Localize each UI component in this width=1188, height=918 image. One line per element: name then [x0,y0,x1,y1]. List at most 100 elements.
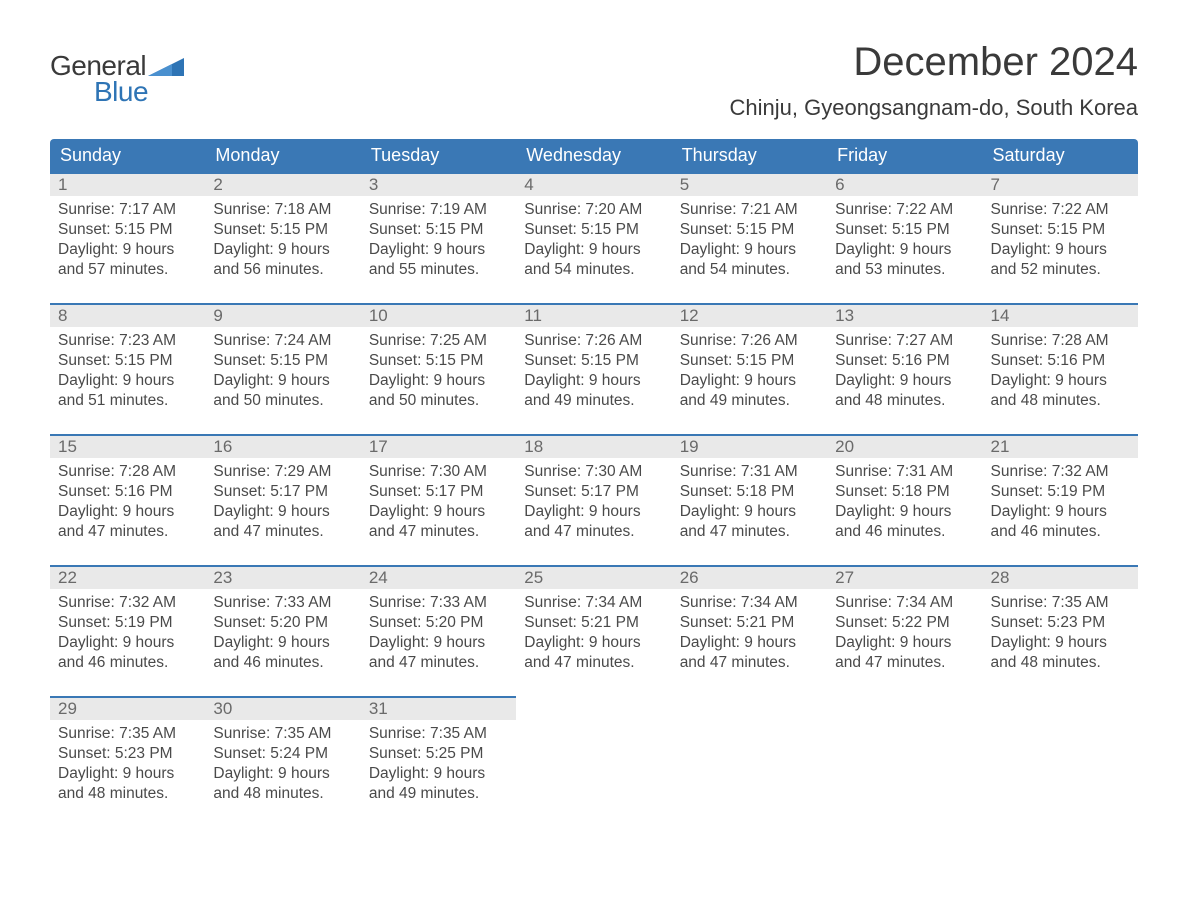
daylight-text-1: Daylight: 9 hours [680,633,819,653]
daylight-text-1: Daylight: 9 hours [58,502,197,522]
sunset-text: Sunset: 5:20 PM [213,613,352,633]
sunset-text: Sunset: 5:18 PM [680,482,819,502]
sunrise-text: Sunrise: 7:31 AM [680,462,819,482]
day-number: 14 [983,304,1138,327]
daylight-text-2: and 48 minutes. [835,391,974,411]
daylight-text-2: and 48 minutes. [991,653,1130,673]
day-cell: Sunrise: 7:28 AMSunset: 5:16 PMDaylight:… [983,327,1138,435]
daylight-text-1: Daylight: 9 hours [835,633,974,653]
daylight-text-1: Daylight: 9 hours [680,371,819,391]
day-number: 13 [827,304,982,327]
sunset-text: Sunset: 5:24 PM [213,744,352,764]
brand-logo: General Blue [50,50,184,108]
daylight-text-1: Daylight: 9 hours [369,633,508,653]
day-number-row: 15161718192021 [50,435,1138,458]
daylight-text-1: Daylight: 9 hours [680,240,819,260]
daylight-text-2: and 50 minutes. [213,391,352,411]
sunrise-text: Sunrise: 7:26 AM [680,331,819,351]
sunset-text: Sunset: 5:15 PM [680,220,819,240]
daylight-text-1: Daylight: 9 hours [835,502,974,522]
sunrise-text: Sunrise: 7:19 AM [369,200,508,220]
daylight-text-1: Daylight: 9 hours [524,502,663,522]
daylight-text-1: Daylight: 9 hours [58,371,197,391]
sunrise-text: Sunrise: 7:33 AM [213,593,352,613]
sunrise-text: Sunrise: 7:18 AM [213,200,352,220]
sunset-text: Sunset: 5:15 PM [369,220,508,240]
daylight-text-1: Daylight: 9 hours [835,240,974,260]
day-number: 16 [205,435,360,458]
sunset-text: Sunset: 5:15 PM [991,220,1130,240]
day-content-row: Sunrise: 7:23 AMSunset: 5:15 PMDaylight:… [50,327,1138,435]
day-cell: Sunrise: 7:20 AMSunset: 5:15 PMDaylight:… [516,196,671,304]
sunrise-text: Sunrise: 7:27 AM [835,331,974,351]
sunset-text: Sunset: 5:15 PM [524,351,663,371]
daylight-text-2: and 46 minutes. [213,653,352,673]
day-cell: Sunrise: 7:27 AMSunset: 5:16 PMDaylight:… [827,327,982,435]
day-header: Friday [827,139,982,173]
day-header: Wednesday [516,139,671,173]
daylight-text-2: and 47 minutes. [58,522,197,542]
sunrise-text: Sunrise: 7:34 AM [680,593,819,613]
daylight-text-2: and 56 minutes. [213,260,352,280]
day-number: 8 [50,304,205,327]
daylight-text-2: and 47 minutes. [524,653,663,673]
day-header: Tuesday [361,139,516,173]
sunrise-text: Sunrise: 7:24 AM [213,331,352,351]
daylight-text-2: and 46 minutes. [835,522,974,542]
empty-cell [827,697,982,720]
day-header-row: Sunday Monday Tuesday Wednesday Thursday… [50,139,1138,173]
daylight-text-1: Daylight: 9 hours [524,371,663,391]
sunrise-text: Sunrise: 7:22 AM [991,200,1130,220]
daylight-text-2: and 57 minutes. [58,260,197,280]
sunrise-text: Sunrise: 7:17 AM [58,200,197,220]
sunset-text: Sunset: 5:16 PM [991,351,1130,371]
sunset-text: Sunset: 5:23 PM [58,744,197,764]
daylight-text-1: Daylight: 9 hours [991,502,1130,522]
sunrise-text: Sunrise: 7:35 AM [58,724,197,744]
sunset-text: Sunset: 5:15 PM [213,351,352,371]
sunrise-text: Sunrise: 7:29 AM [213,462,352,482]
day-number: 15 [50,435,205,458]
daylight-text-2: and 48 minutes. [991,391,1130,411]
day-cell: Sunrise: 7:32 AMSunset: 5:19 PMDaylight:… [50,589,205,697]
day-number: 21 [983,435,1138,458]
sunrise-text: Sunrise: 7:31 AM [835,462,974,482]
day-header: Saturday [983,139,1138,173]
calendar-table: Sunday Monday Tuesday Wednesday Thursday… [50,139,1138,828]
daylight-text-1: Daylight: 9 hours [369,240,508,260]
daylight-text-2: and 47 minutes. [680,522,819,542]
sunrise-text: Sunrise: 7:23 AM [58,331,197,351]
day-cell: Sunrise: 7:35 AMSunset: 5:23 PMDaylight:… [983,589,1138,697]
empty-cell [672,720,827,828]
day-cell: Sunrise: 7:17 AMSunset: 5:15 PMDaylight:… [50,196,205,304]
empty-cell [983,697,1138,720]
daylight-text-1: Daylight: 9 hours [369,371,508,391]
sunset-text: Sunset: 5:19 PM [58,613,197,633]
sunrise-text: Sunrise: 7:35 AM [991,593,1130,613]
daylight-text-1: Daylight: 9 hours [369,502,508,522]
day-number: 7 [983,173,1138,196]
day-cell: Sunrise: 7:18 AMSunset: 5:15 PMDaylight:… [205,196,360,304]
daylight-text-2: and 46 minutes. [58,653,197,673]
sunset-text: Sunset: 5:15 PM [213,220,352,240]
day-cell: Sunrise: 7:23 AMSunset: 5:15 PMDaylight:… [50,327,205,435]
day-content-row: Sunrise: 7:32 AMSunset: 5:19 PMDaylight:… [50,589,1138,697]
sunrise-text: Sunrise: 7:35 AM [369,724,508,744]
day-cell: Sunrise: 7:31 AMSunset: 5:18 PMDaylight:… [672,458,827,566]
sunrise-text: Sunrise: 7:28 AM [58,462,197,482]
daylight-text-2: and 52 minutes. [991,260,1130,280]
brand-flag-icon [148,56,184,76]
day-cell: Sunrise: 7:31 AMSunset: 5:18 PMDaylight:… [827,458,982,566]
day-number: 22 [50,566,205,589]
day-cell: Sunrise: 7:30 AMSunset: 5:17 PMDaylight:… [361,458,516,566]
sunset-text: Sunset: 5:15 PM [58,220,197,240]
daylight-text-2: and 54 minutes. [680,260,819,280]
day-number-row: 22232425262728 [50,566,1138,589]
sunrise-text: Sunrise: 7:26 AM [524,331,663,351]
daylight-text-2: and 51 minutes. [58,391,197,411]
daylight-text-2: and 47 minutes. [680,653,819,673]
sunset-text: Sunset: 5:21 PM [680,613,819,633]
daylight-text-2: and 53 minutes. [835,260,974,280]
sunset-text: Sunset: 5:17 PM [524,482,663,502]
day-number: 31 [361,697,516,720]
